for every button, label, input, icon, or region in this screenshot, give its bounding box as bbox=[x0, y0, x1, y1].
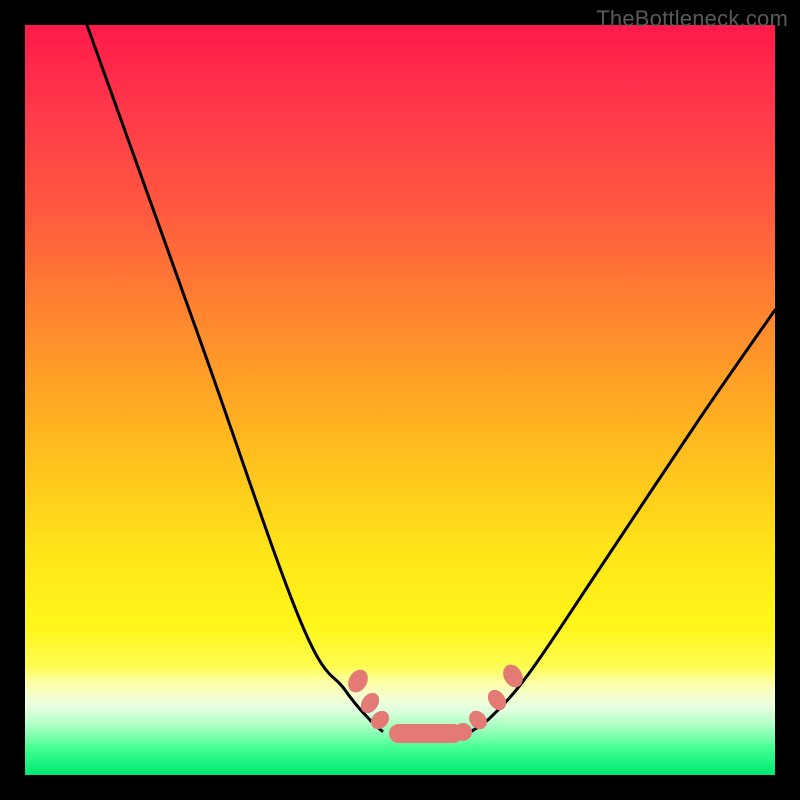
gradient-plot-area bbox=[25, 25, 775, 775]
watermark-text: TheBottleneck.com bbox=[596, 6, 788, 32]
chart-canvas: TheBottleneck.com bbox=[0, 0, 800, 800]
bottleneck-curve-chart bbox=[0, 0, 800, 800]
marker-capsule bbox=[390, 725, 462, 742]
